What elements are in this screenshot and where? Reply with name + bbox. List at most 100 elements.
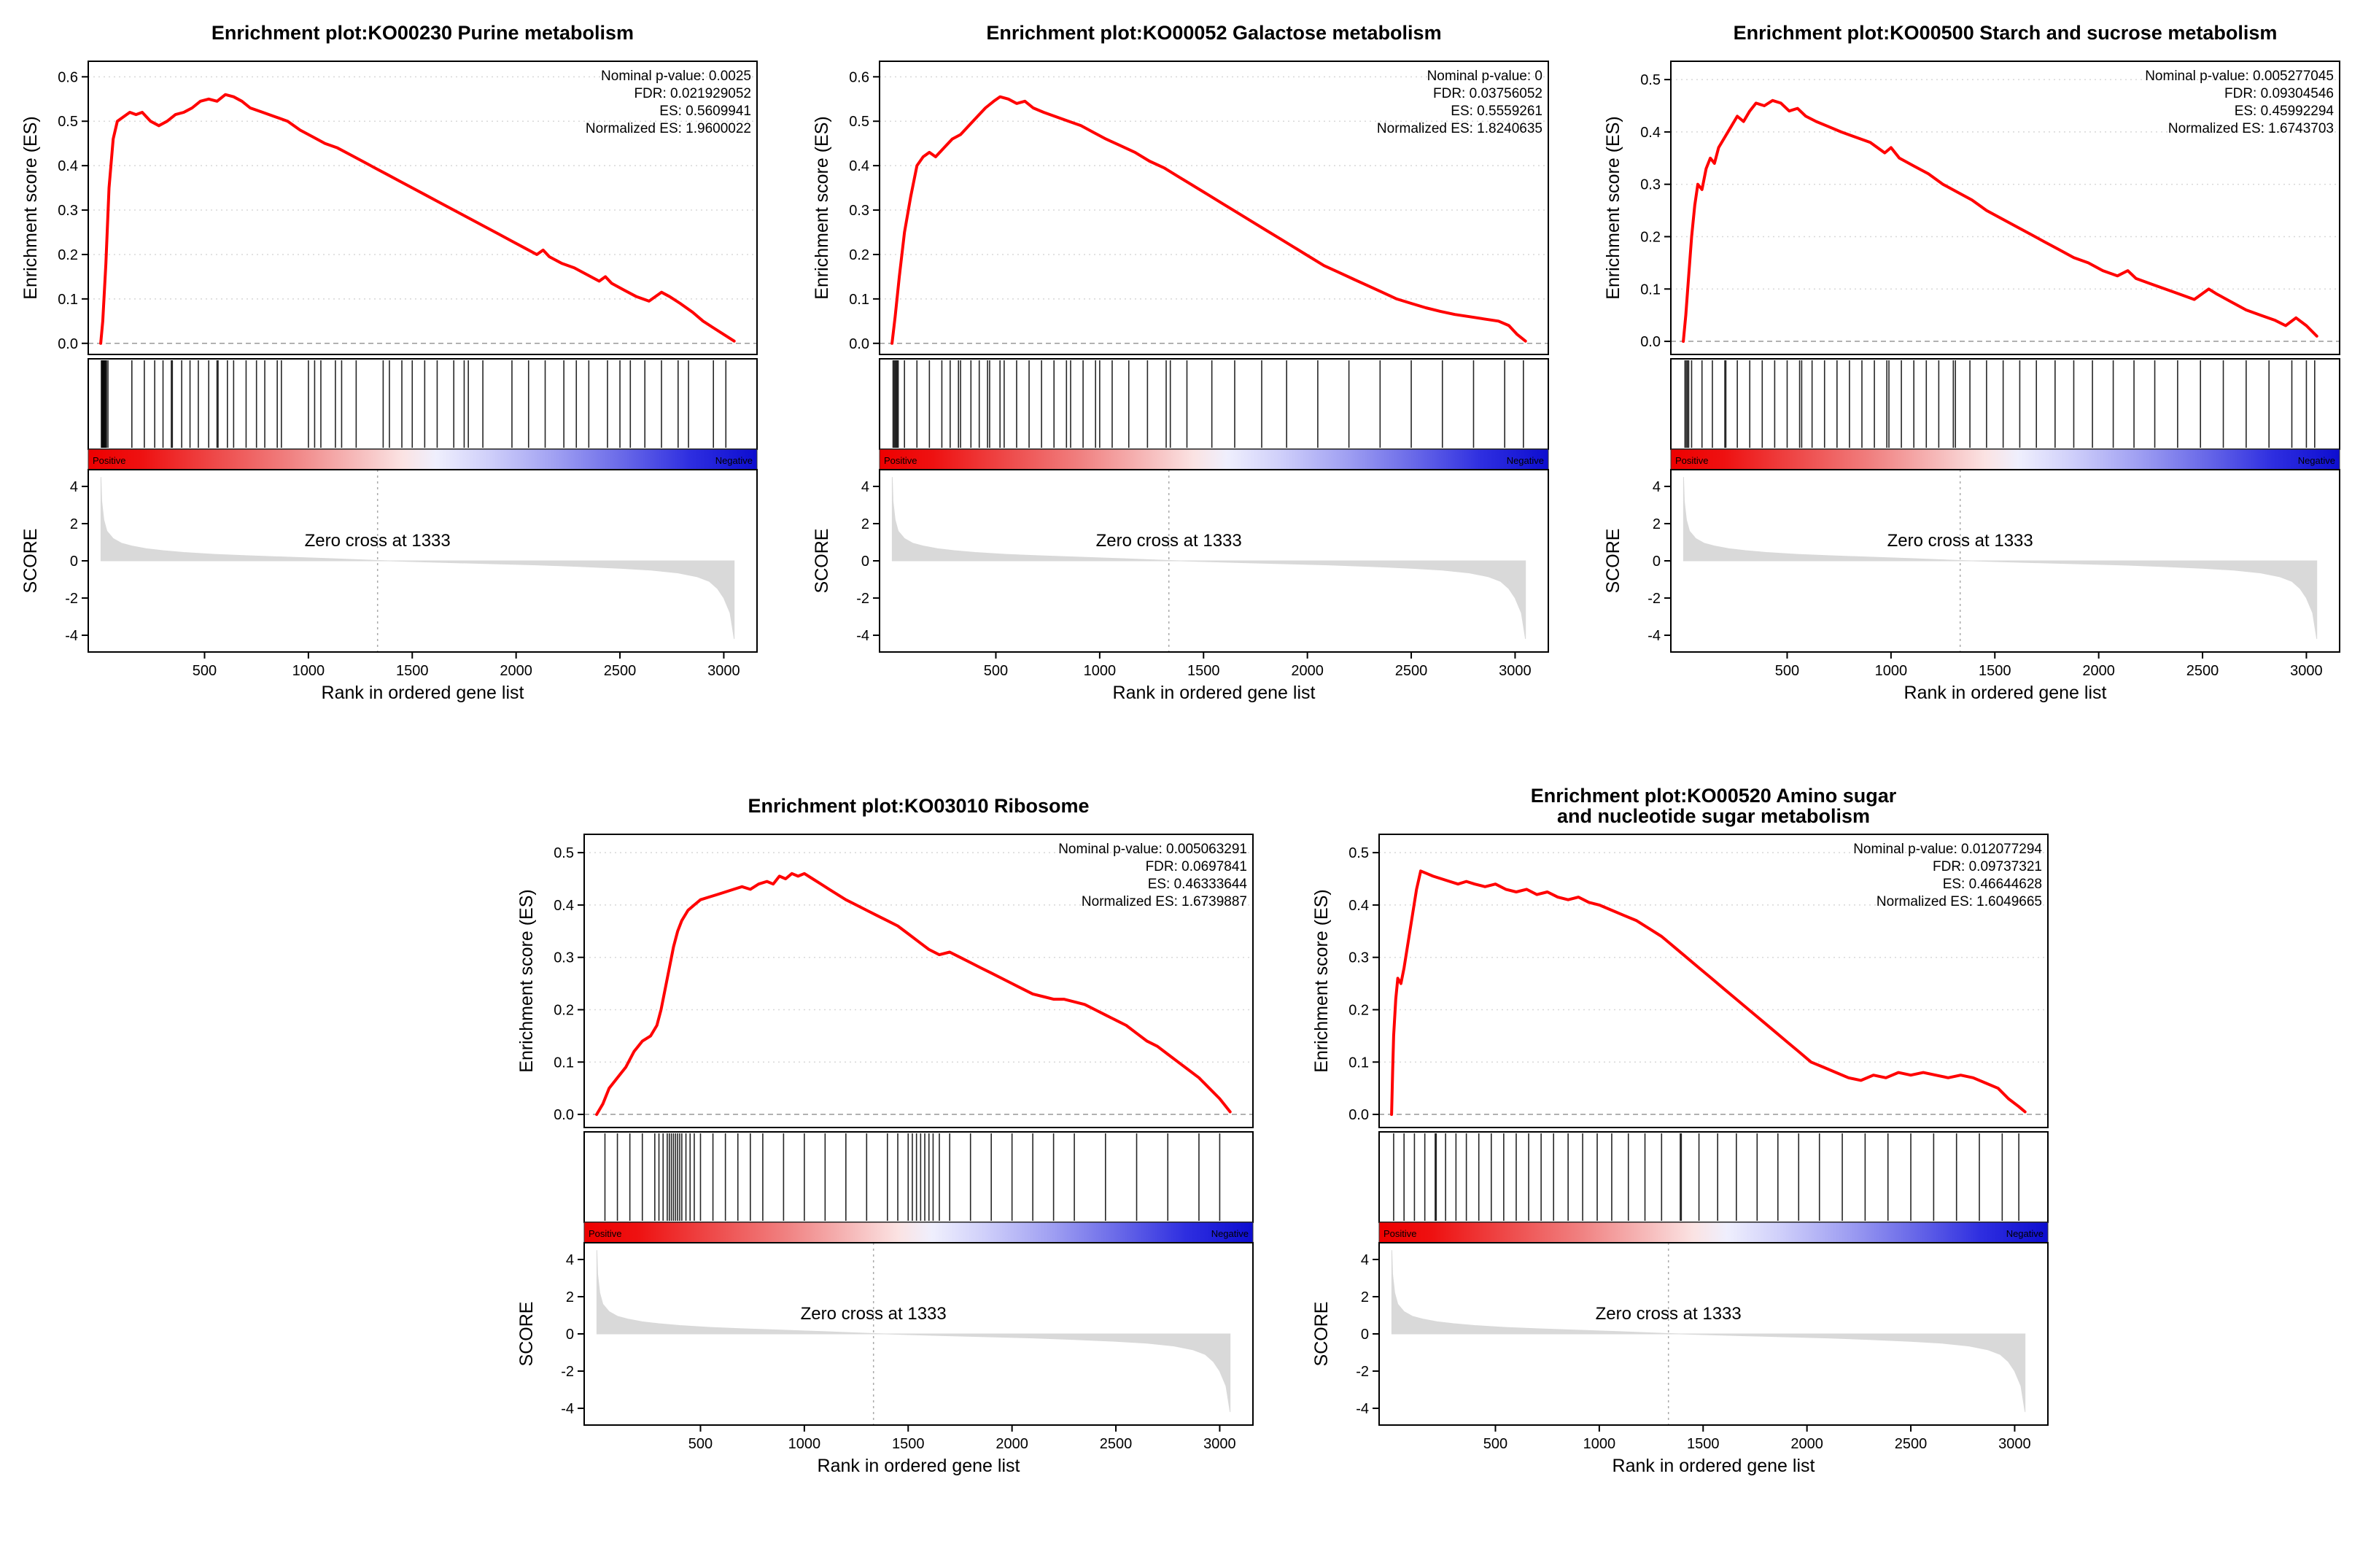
es-tick-label: 0.5 — [58, 114, 78, 130]
score-axis-label: SCORE — [516, 1302, 537, 1367]
hits-panel — [879, 358, 1549, 450]
negative-label: Negative — [1507, 455, 1544, 466]
positive-label: Positive — [589, 1228, 622, 1239]
hits-panel — [1378, 1131, 2049, 1223]
score-panel — [88, 469, 758, 653]
x-tick-label: 2000 — [996, 1436, 1028, 1452]
plot-title: Enrichment plot:KO00500 Starch and sucro… — [1734, 22, 2278, 44]
x-tick-label: 1500 — [892, 1436, 925, 1452]
colorbar — [583, 1222, 1254, 1243]
es-tick-label: 0.1 — [554, 1055, 574, 1071]
plot-title: and nucleotide sugar metabolism — [1557, 805, 1870, 827]
score-panel — [1670, 469, 2340, 653]
score-tick-label: -2 — [65, 591, 78, 607]
x-tick-label: 2000 — [500, 663, 532, 679]
es-tick-label: 0.4 — [58, 158, 78, 174]
x-tick-label: 3000 — [1998, 1436, 2031, 1452]
stats-text: Normalized ES: 1.6743703 — [2168, 121, 2334, 136]
stats-text: FDR: 0.09304546 — [2224, 86, 2334, 101]
x-tick-label: 2500 — [2186, 663, 2219, 679]
enrichment-curve — [99, 93, 736, 345]
colorbar — [879, 449, 1549, 470]
score-tick-label: -4 — [1648, 628, 1661, 644]
score-tick-label: 2 — [1361, 1289, 1369, 1305]
zero-cross-label: Zero cross at 1333 — [1096, 531, 1242, 551]
enrichment-curve — [890, 95, 1527, 345]
es-tick-label: 0.5 — [1348, 845, 1369, 861]
enrichment-curve — [1682, 98, 2318, 344]
x-tick-label: 1000 — [788, 1436, 821, 1452]
es-tick-label: 0.6 — [58, 69, 78, 85]
x-tick-label: 3000 — [2290, 663, 2323, 679]
es-panel — [1378, 834, 2049, 1128]
plot-title: Enrichment plot:KO00052 Galactose metabo… — [986, 22, 1441, 44]
score-area — [1683, 477, 2318, 640]
x-axis-label: Rank in ordered gene list — [322, 683, 524, 703]
es-tick-label: 0.2 — [849, 247, 869, 263]
positive-label: Positive — [1675, 455, 1709, 466]
stats-text: Nominal p-value: 0.005063291 — [1058, 842, 1247, 857]
score-axis-label: SCORE — [20, 529, 41, 594]
zero-cross-label: Zero cross at 1333 — [1887, 531, 2033, 551]
es-tick-label: 0.4 — [554, 898, 574, 914]
x-tick-label: 2500 — [1100, 1436, 1133, 1452]
score-tick-label: 0 — [1361, 1327, 1369, 1343]
score-tick-label: 0 — [70, 554, 78, 570]
stats-text: Normalized ES: 1.6739887 — [1082, 894, 1247, 909]
hits-panel — [88, 358, 758, 450]
score-tick-label: 4 — [861, 479, 869, 495]
es-panel — [879, 61, 1549, 355]
score-tick-label: 2 — [861, 516, 869, 532]
es-tick-label: 0.5 — [1640, 72, 1661, 88]
enrichment-curve — [1390, 869, 2027, 1117]
gsea-plot-KO00500: Enrichment plot:KO00500 Starch and sucro… — [1603, 22, 2340, 703]
stats-text: Nominal p-value: 0 — [1427, 69, 1542, 84]
es-tick-label: 0.0 — [849, 336, 869, 352]
score-tick-label: 0 — [861, 554, 869, 570]
score-tick-label: -2 — [1356, 1364, 1369, 1380]
es-panel — [88, 61, 758, 355]
es-axis-label: Enrichment score (ES) — [1311, 889, 1332, 1072]
score-area — [1391, 1250, 2026, 1413]
x-tick-label: 2000 — [1291, 663, 1324, 679]
score-tick-label: -2 — [1648, 591, 1661, 607]
x-tick-label: 2500 — [1395, 663, 1428, 679]
score-panel — [1378, 1242, 2049, 1426]
positive-label: Positive — [1383, 1228, 1417, 1239]
stats-text: FDR: 0.021929052 — [634, 86, 751, 101]
x-tick-label: 1000 — [1583, 1436, 1616, 1452]
stats-text: ES: 0.46644628 — [1943, 877, 2042, 892]
x-tick-label: 1500 — [1979, 663, 2011, 679]
es-tick-label: 0.5 — [554, 845, 574, 861]
score-tick-label: -4 — [65, 628, 78, 644]
es-tick-label: 0.3 — [1640, 177, 1661, 193]
es-tick-label: 0.2 — [554, 1002, 574, 1018]
score-tick-label: -4 — [1356, 1401, 1369, 1417]
es-axis-label: Enrichment score (ES) — [516, 889, 537, 1072]
score-tick-label: 2 — [566, 1289, 574, 1305]
es-tick-label: 0.1 — [1640, 282, 1661, 298]
score-tick-label: 2 — [70, 516, 78, 532]
x-tick-label: 2500 — [604, 663, 637, 679]
negative-label: Negative — [2006, 1228, 2044, 1239]
score-tick-label: 4 — [1653, 479, 1661, 495]
x-tick-label: 1000 — [292, 663, 325, 679]
score-tick-label: 0 — [566, 1327, 574, 1343]
es-tick-label: 0.1 — [849, 292, 869, 308]
stats-text: FDR: 0.03756052 — [1433, 86, 1542, 101]
stats-text: ES: 0.46333644 — [1148, 877, 1248, 892]
x-axis-label: Rank in ordered gene list — [1904, 683, 2107, 703]
score-axis-label: SCORE — [1603, 529, 1623, 594]
score-panel — [879, 469, 1549, 653]
es-panel — [583, 834, 1254, 1128]
es-axis-label: Enrichment score (ES) — [20, 116, 41, 299]
es-tick-label: 0.3 — [554, 950, 574, 966]
negative-label: Negative — [715, 455, 753, 466]
score-area — [891, 477, 1526, 640]
plot-title: Enrichment plot:KO00230 Purine metabolis… — [211, 22, 634, 44]
stats-text: ES: 0.5559261 — [1451, 104, 1542, 119]
es-tick-label: 0.3 — [58, 203, 78, 219]
x-tick-label: 1500 — [1687, 1436, 1720, 1452]
stats-text: Nominal p-value: 0.012077294 — [1853, 842, 2042, 857]
score-tick-label: -4 — [561, 1401, 574, 1417]
